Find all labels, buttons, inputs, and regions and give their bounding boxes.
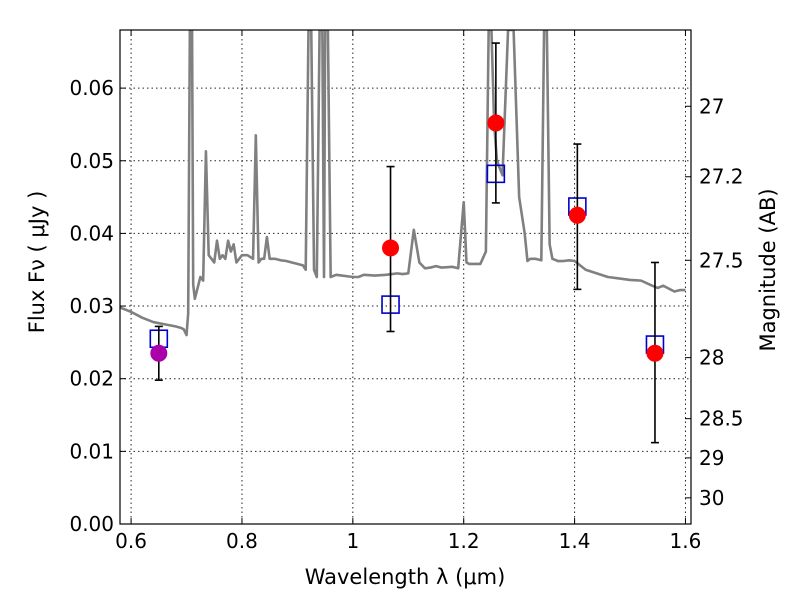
right-tick-label: 27.5 xyxy=(699,248,744,272)
x-axis-label: Wavelength λ (μm) xyxy=(305,565,506,589)
grid-lines xyxy=(120,30,691,524)
right-tick-label: 28.5 xyxy=(699,407,744,431)
y-tick-label: 0.06 xyxy=(69,76,114,100)
model-spectrum xyxy=(120,30,686,337)
x-tick-label: 1 xyxy=(346,529,359,553)
tick-labels: 0.6 0.8 1 1.2 1.4 1.6 0.00 0.01 0.02 0.03 0.04 0.05… xyxy=(69,76,743,553)
y-axis-label: Flux Fν ( μJy ) xyxy=(25,191,49,334)
spectrum-line xyxy=(120,30,686,337)
y-tick-label: 0.02 xyxy=(69,367,114,391)
observed-point-marker xyxy=(150,344,168,362)
x-tick-label: 0.6 xyxy=(115,529,147,553)
observed-point-marker xyxy=(646,344,664,362)
observed-point-marker xyxy=(487,114,505,132)
plot-frame xyxy=(119,29,692,525)
y-tick-label: 0.05 xyxy=(69,149,114,173)
right-axis-label: Magnitude (AB) xyxy=(756,188,780,351)
x-tick-label: 1.4 xyxy=(559,529,591,553)
y-tick-label: 0.04 xyxy=(69,221,114,245)
right-tick-label: 30 xyxy=(699,486,724,510)
plot-background xyxy=(120,30,691,524)
y-tick-label: 0.01 xyxy=(69,439,114,463)
right-tick-label: 28 xyxy=(699,346,724,370)
right-tick-label: 29 xyxy=(699,446,724,470)
axis-ticks xyxy=(120,30,691,525)
x-tick-label: 1.2 xyxy=(448,529,480,553)
y-tick-label: 0.03 xyxy=(69,294,114,318)
observed-point-marker xyxy=(382,239,400,257)
x-tick-label: 0.8 xyxy=(226,529,258,553)
photometry-points xyxy=(149,42,665,444)
right-tick-label: 27.2 xyxy=(699,165,744,189)
observed-point-marker xyxy=(568,206,586,224)
right-tick-label: 27 xyxy=(699,94,724,118)
y-tick-label: 0.00 xyxy=(69,512,114,536)
x-tick-label: 1.6 xyxy=(670,529,702,553)
